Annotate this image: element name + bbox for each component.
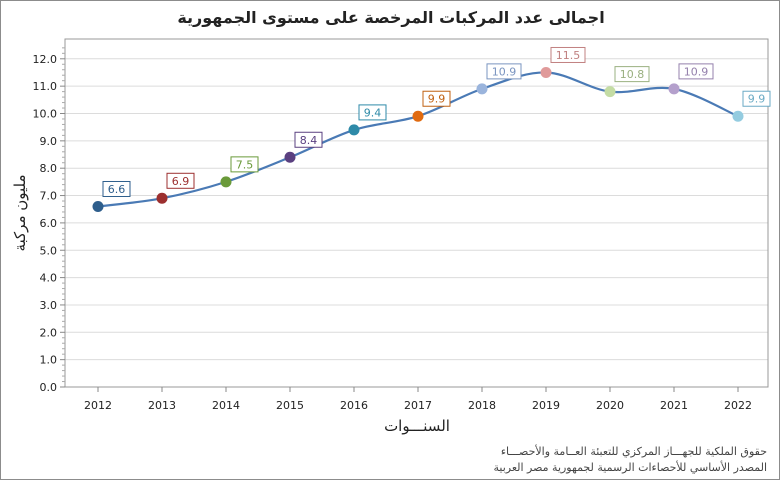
data-label-2019: 11.5 bbox=[556, 49, 581, 62]
data-label-box bbox=[678, 63, 714, 80]
footer-copyright: حقوق الملكية للجهـــاز المركزي للتعبئة ا… bbox=[501, 444, 767, 458]
data-label-box bbox=[102, 180, 131, 197]
x-tick-label: 2018 bbox=[468, 399, 496, 412]
x-tick-label: 2013 bbox=[148, 399, 176, 412]
data-label-2020: 10.8 bbox=[620, 68, 645, 81]
chart-title: اجمالى عدد المركبات المرخصة على مستوى ال… bbox=[177, 8, 604, 27]
data-label-2012: 6.6 bbox=[108, 183, 126, 196]
data-point-2018 bbox=[476, 83, 488, 95]
y-tick-label: 7.0 bbox=[40, 190, 58, 203]
y-tick-label: 9.0 bbox=[40, 135, 58, 148]
data-point-2014 bbox=[220, 176, 232, 188]
data-label-box bbox=[422, 90, 451, 107]
y-tick-label: 0.0 bbox=[40, 381, 58, 394]
grid bbox=[65, 58, 768, 361]
y-tick-label: 6.0 bbox=[40, 217, 58, 230]
data-label-2022: 9.9 bbox=[748, 93, 766, 106]
y-tick-label: 12.0 bbox=[33, 53, 58, 66]
data-label-2018: 10.9 bbox=[492, 65, 517, 78]
data-point-2013 bbox=[156, 192, 168, 204]
x-tick-label: 2019 bbox=[532, 399, 560, 412]
data-point-2012 bbox=[92, 200, 104, 212]
data-point-2020 bbox=[604, 86, 616, 98]
data-label-2016: 9.4 bbox=[364, 106, 382, 119]
y-tick-label: 1.0 bbox=[40, 354, 58, 367]
data-label-2013: 6.9 bbox=[172, 175, 190, 188]
data-point-2015 bbox=[284, 151, 296, 163]
x-tick-label: 2015 bbox=[276, 399, 304, 412]
data-label-box bbox=[358, 104, 387, 121]
data-label-2014: 7.5 bbox=[236, 158, 254, 171]
data-label-box bbox=[230, 156, 259, 173]
x-tick-label: 2012 bbox=[84, 399, 112, 412]
x-tick-label: 2020 bbox=[596, 399, 624, 412]
y-tick-label: 8.0 bbox=[40, 162, 58, 175]
y-tick-label: 2.0 bbox=[40, 326, 58, 339]
data-label-box bbox=[166, 172, 195, 189]
data-point-2021 bbox=[668, 83, 680, 95]
data-label-box bbox=[614, 66, 650, 83]
data-label-box bbox=[742, 90, 771, 107]
y-tick-label: 5.0 bbox=[40, 244, 58, 257]
x-axis: 2012 2013 2014 2015 2016 2017 2018 2019 2020 2021… bbox=[84, 387, 752, 412]
data-label-box bbox=[486, 63, 522, 80]
data-label-box bbox=[550, 46, 586, 63]
x-tick-label: 2016 bbox=[340, 399, 368, 412]
data-point-2022 bbox=[732, 110, 744, 122]
data-point-2016 bbox=[348, 124, 360, 136]
plot-area bbox=[64, 38, 769, 388]
x-tick-label: 2014 bbox=[212, 399, 240, 412]
x-tick-label: 2021 bbox=[660, 399, 688, 412]
data-labels: 6.6 6.9 7.5 8.4 9.4 9.9 10.9 11.5 10.8 10.9 9.9 bbox=[102, 46, 771, 197]
data-label-box bbox=[294, 131, 323, 148]
data-point-2019 bbox=[540, 66, 552, 78]
y-axis-title: مليون مركبة bbox=[11, 174, 29, 251]
data-label-2015: 8.4 bbox=[300, 134, 318, 147]
y-tick-label: 3.0 bbox=[40, 299, 58, 312]
y-axis: 0.0 1.0 2.0 3.0 4.0 5.0 6.0 7.0 8.0 9.0 10.0 11.0 12… bbox=[33, 47, 65, 394]
y-tick-label: 4.0 bbox=[40, 272, 58, 285]
y-tick-label: 10.0 bbox=[33, 108, 58, 121]
data-points bbox=[92, 66, 744, 212]
footer-source: المصدر الأساسي للأحصاءات الرسمية لجمهوري… bbox=[493, 460, 767, 474]
y-tick-label: 11.0 bbox=[33, 80, 58, 93]
data-label-2021: 10.9 bbox=[684, 65, 709, 78]
x-axis-title: السنـــوات bbox=[384, 417, 450, 435]
data-label-2017: 9.9 bbox=[428, 93, 446, 106]
data-point-2017 bbox=[412, 110, 424, 122]
x-tick-label: 2022 bbox=[724, 399, 752, 412]
x-tick-label: 2017 bbox=[404, 399, 432, 412]
